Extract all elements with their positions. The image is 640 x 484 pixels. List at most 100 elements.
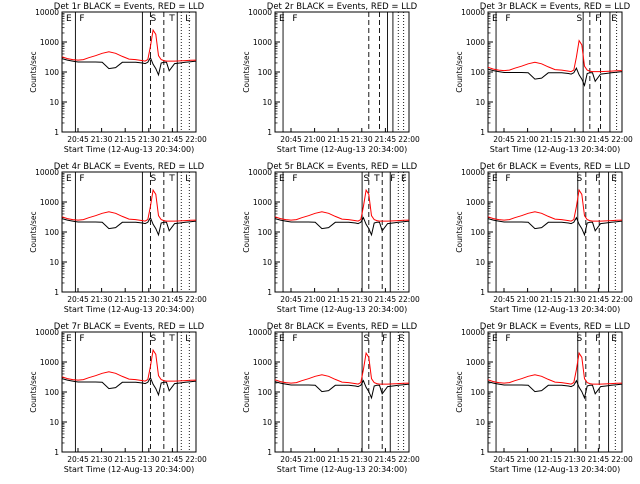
- marker-letter: F: [505, 334, 510, 344]
- x-tick-label: 21:30: [564, 455, 586, 464]
- marker-letter: E: [492, 14, 498, 24]
- y-tick-label: 1: [267, 128, 272, 137]
- y-tick-label: 10: [262, 258, 272, 267]
- x-tick-label: 20:45: [493, 455, 515, 464]
- y-tick-label: 10: [475, 258, 485, 267]
- panel-1: Det 1r BLACK = Events, RED = LLD 1 10 100 10…: [29, 2, 207, 154]
- marker-letter: E: [279, 174, 285, 184]
- marker-letter: F: [79, 14, 84, 24]
- x-axis-label: Start Time (12-Aug-13 20:34:00): [64, 305, 195, 314]
- y-axis-label: Counts/sec: [455, 211, 464, 252]
- x-tick-label: 21:30: [91, 295, 113, 304]
- x-axis-label: Start Time (12-Aug-13 20:34:00): [490, 465, 621, 474]
- x-tick-label: 20:45: [67, 135, 89, 144]
- y-axis-label: Counts/sec: [455, 371, 464, 412]
- x-tick-label: 22:00: [398, 135, 420, 144]
- y-tick-label: 10: [49, 258, 59, 267]
- y-tick-label: 10: [262, 98, 272, 107]
- marker-letter: S: [576, 334, 582, 344]
- x-axis-label: Start Time (12-Aug-13 20:34:00): [277, 465, 408, 474]
- marker-letter: E: [279, 334, 285, 344]
- x-axis-label: Start Time (12-Aug-13 20:34:00): [277, 145, 408, 154]
- marker-letter: S: [363, 174, 369, 184]
- plot-frame: [274, 331, 410, 453]
- plot-frame: [61, 171, 197, 293]
- y-axis-label: Counts/sec: [242, 371, 251, 412]
- panel-7: Det 7r BLACK = Events, RED = LLD 1 10 100 10…: [29, 322, 207, 474]
- x-tick-label: 21:30: [138, 135, 160, 144]
- y-tick-label: 1: [54, 448, 59, 457]
- marker-letter: T: [168, 174, 175, 184]
- marker-letter: F: [382, 334, 387, 344]
- marker-letter: E: [66, 334, 72, 344]
- y-tick-label: 10000: [248, 328, 272, 337]
- x-axis-label: Start Time (12-Aug-13 20:34:00): [490, 305, 621, 314]
- marker-letter: F: [595, 174, 600, 184]
- x-tick-label: 21:00: [304, 295, 326, 304]
- y-tick-label: 100: [258, 68, 273, 77]
- marker-letter: T: [168, 14, 175, 24]
- x-tick-label: 20:45: [280, 455, 302, 464]
- x-tick-label: 21:15: [540, 135, 562, 144]
- marker-letter: F: [505, 14, 510, 24]
- plot-frame: [274, 171, 410, 293]
- x-tick-label: 21:15: [327, 135, 349, 144]
- x-tick-label: 21:15: [540, 455, 562, 464]
- marker-letter: S: [150, 334, 156, 344]
- y-tick-label: 10: [475, 98, 485, 107]
- x-tick-label: 21:45: [588, 135, 610, 144]
- x-tick-label: 20:45: [493, 135, 515, 144]
- x-axis-label: Start Time (12-Aug-13 20:34:00): [64, 465, 195, 474]
- y-tick-label: 10000: [461, 168, 485, 177]
- x-tick-label: 22:00: [611, 295, 633, 304]
- y-tick-label: 1000: [466, 198, 485, 207]
- y-tick-label: 1000: [466, 358, 485, 367]
- marker-letter: E: [401, 174, 407, 184]
- marker-letter: S: [576, 14, 582, 24]
- x-tick-label: 21:15: [114, 295, 136, 304]
- y-tick-label: 100: [45, 228, 60, 237]
- x-tick-label: 21:30: [351, 455, 373, 464]
- plot-frame: [487, 171, 623, 293]
- x-axis-label: Start Time (12-Aug-13 20:34:00): [64, 145, 195, 154]
- lld-series-line: [274, 188, 410, 222]
- x-tick-label: 21:45: [588, 295, 610, 304]
- x-tick-label: 21:30: [91, 455, 113, 464]
- y-tick-label: 100: [258, 228, 273, 237]
- marker-letter: S: [363, 334, 369, 344]
- events-series-line: [61, 56, 197, 77]
- x-tick-label: 22:00: [398, 455, 420, 464]
- marker-letter: F: [292, 14, 297, 24]
- marker-letter: E: [492, 334, 498, 344]
- x-tick-label: 20:45: [67, 295, 89, 304]
- x-tick-label: 21:15: [114, 135, 136, 144]
- x-tick-label: 21:30: [91, 135, 113, 144]
- y-axis-label: Counts/sec: [455, 51, 464, 92]
- events-series-line: [61, 216, 197, 237]
- x-tick-label: 20:45: [280, 135, 302, 144]
- x-tick-label: 21:00: [304, 135, 326, 144]
- marker-letter: S: [150, 174, 156, 184]
- panel-8: Det 8r BLACK = Events, RED = LLD 1 10 100 10…: [242, 322, 420, 474]
- panel-title: Det 7r BLACK = Events, RED = LLD: [54, 322, 205, 332]
- panel-9: Det 9r BLACK = Events, RED = LLD 1 10 100 10…: [455, 322, 633, 474]
- events-series-line: [274, 379, 410, 400]
- marker-letter: E: [611, 334, 617, 344]
- y-tick-label: 1000: [40, 198, 59, 207]
- x-tick-label: 21:45: [375, 135, 397, 144]
- x-tick-label: 21:15: [540, 295, 562, 304]
- x-tick-label: 21:00: [304, 455, 326, 464]
- events-series-line: [61, 376, 197, 397]
- panel-2: Det 2r BLACK = Events, RED = LLD 1 10 100 10…: [242, 2, 420, 154]
- marker-letter: F: [79, 334, 84, 344]
- y-tick-label: 1000: [40, 38, 59, 47]
- plot-frame: [61, 331, 197, 453]
- y-tick-label: 100: [258, 388, 273, 397]
- panel-title: Det 9r BLACK = Events, RED = LLD: [480, 322, 631, 332]
- y-tick-label: 1000: [40, 358, 59, 367]
- lld-series-line: [487, 351, 623, 385]
- marker-letter: E: [398, 334, 404, 344]
- y-tick-label: 100: [471, 228, 486, 237]
